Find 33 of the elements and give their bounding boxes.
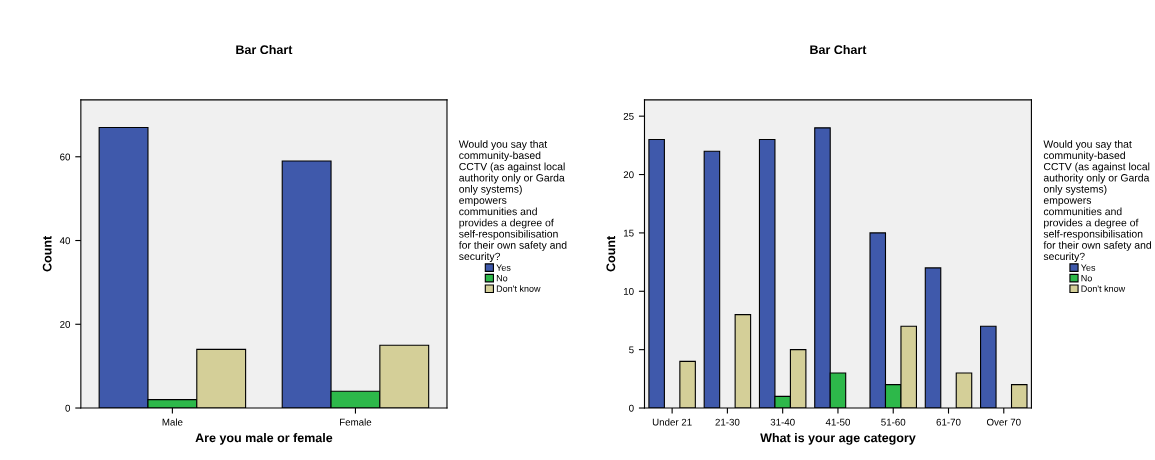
x-tick-label: 21-30 [715,418,740,426]
y-tick-label: 60 [60,153,71,161]
x-tick-label: Male [162,418,183,426]
legend-label: Don't know [1081,285,1126,292]
x-tick-label: Female [340,418,372,426]
legend-label: Yes [1080,264,1096,271]
legend-label: No [496,275,508,282]
y-tick-label: 0 [629,404,634,412]
y-axis-title: Count [606,236,616,272]
x-tick-label: 51-60 [881,418,906,426]
y-tick-label: 20 [60,321,71,328]
chart-title: Bar Chart [810,44,867,55]
x-axis-title: Are you male or female [195,433,333,445]
y-tick-label: 20 [623,171,634,179]
legend-label: Don't know [496,285,541,292]
text: Would you say that community-based CCTV (as against local authority only or Garda only systems) empowers communities and provides a degree of self-responsibilisation for their own safety and security? [1043,140,1152,263]
y-axis-title: Count [42,236,52,272]
y-tick-label: 0 [65,404,71,412]
y-tick-label: 15 [624,229,634,237]
x-tick-label: 31-40 [770,418,795,426]
y-tick-label: 5 [629,346,634,354]
chart-title: Bar Chart [236,44,293,55]
y-tick-label: 25 [623,112,634,120]
text: Would you say that community-based CCTV (as against local authority only or Garda only systems) empowers communities and provides a degree of self-responsibilisation for their own safety and security? [458,140,567,263]
x-tick-label: Over 70 [986,418,1021,426]
x-tick-label: 41-50 [825,418,851,426]
x-tick-label: Under 21 [652,418,692,426]
legend-label: No [1081,275,1092,282]
x-axis-title: What is your age category [760,433,916,445]
legend-label: Yes [496,264,511,271]
y-tick-label: 10 [624,288,634,295]
x-tick-label: 61-70 [936,418,961,426]
y-tick-label: 40 [59,237,71,245]
